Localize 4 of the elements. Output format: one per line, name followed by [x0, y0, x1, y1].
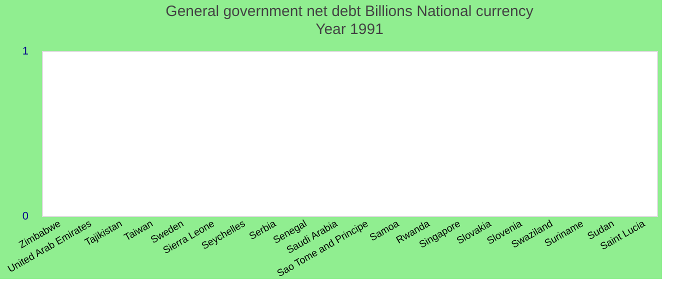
chart-title: General government net debt Billions National currency — [166, 3, 534, 20]
chart-subtitle: Year 1991 — [316, 21, 384, 38]
y-tick-label: 1 — [22, 46, 28, 58]
y-tick-label: 0 — [22, 210, 28, 222]
